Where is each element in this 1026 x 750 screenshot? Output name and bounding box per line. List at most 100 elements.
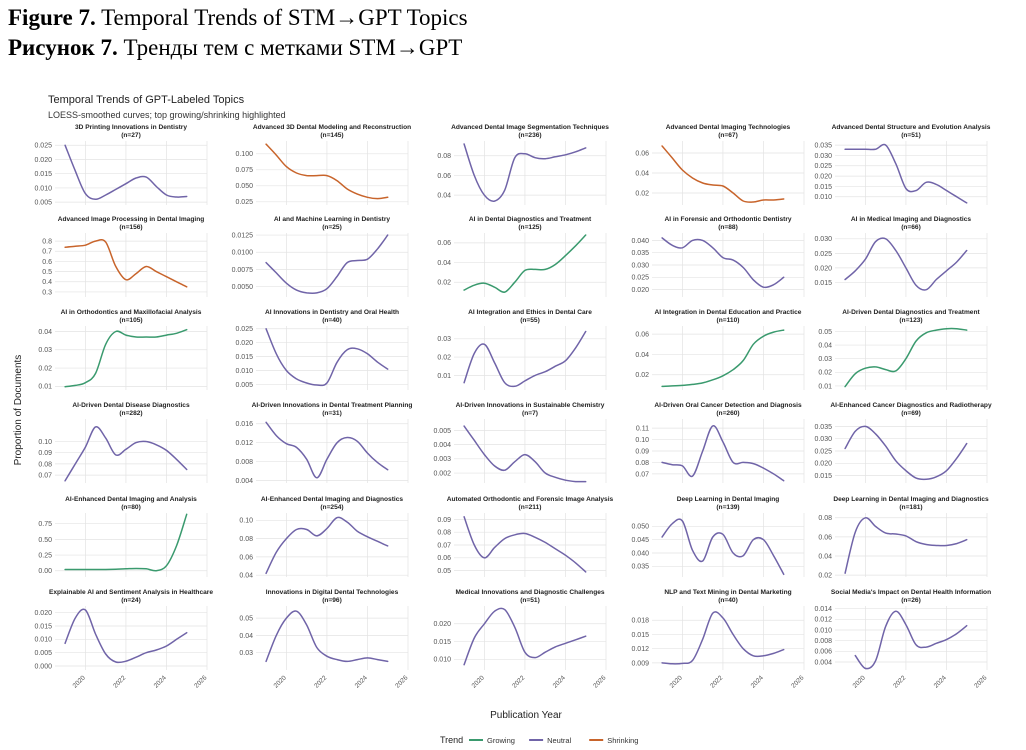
y-tick-label: 0.02 [818, 572, 832, 579]
panel: Social Media's Impact on Dental Health I… [814, 589, 991, 690]
panel: AI in Orthodontics and Maxillofacial Ana… [38, 309, 208, 391]
panel-title: AI-Driven Innovations in Sustainable Che… [456, 402, 605, 409]
panel-title: AI-Enhanced Dental Imaging and Analysis [65, 496, 197, 503]
y-tick-label: 0.075 [235, 167, 253, 174]
y-tick-label: 0.03 [38, 347, 52, 354]
panel-count: (n=27) [121, 132, 141, 139]
panel-title: Innovations in Digital Dental Technologi… [266, 589, 399, 596]
panel-count: (n=7) [522, 410, 538, 417]
panel-count: (n=211) [519, 504, 542, 511]
panel-title: Social Media's Impact on Dental Health I… [831, 589, 991, 596]
y-tick-label: 0.02 [635, 372, 649, 379]
panel-title: Advanced Dental Image Segmentation Techn… [451, 124, 609, 131]
y-tick-label: 0.002 [433, 470, 451, 477]
x-tick-label: 2022 [709, 674, 724, 689]
y-tick-label: 0.015 [235, 354, 253, 361]
chart-title: Temporal Trends of GPT-Labeled Topics [48, 94, 245, 106]
x-tick-label: 2026 [790, 674, 805, 689]
panel-title: AI in Forensic and Orthodontic Dentistry [664, 216, 791, 223]
series-line [64, 513, 188, 572]
panel-count: (n=110) [717, 317, 740, 324]
panel-title: AI-Driven Oral Cancer Detection and Diag… [654, 402, 802, 409]
series-line [64, 144, 188, 201]
y-tick-label: 0.50 [38, 537, 52, 544]
y-tick-label: 0.06 [818, 534, 832, 541]
y-tick-label: 0.04 [818, 553, 832, 560]
y-tick-label: 0.01 [38, 384, 52, 391]
figure-label-ru: Рисунок 7. [8, 35, 118, 60]
y-tick-label: 0.08 [38, 461, 52, 468]
x-tick-label: 2024 [552, 674, 567, 689]
y-tick-label: 0.035 [814, 143, 832, 150]
legend: Trend Growing Neutral Shrinking [440, 735, 638, 745]
panel-count: (n=25) [322, 224, 342, 231]
series-line [844, 237, 968, 291]
panel-count: (n=96) [322, 597, 342, 604]
y-tick-label: 0.015 [34, 171, 52, 178]
y-tick-label: 0.035 [814, 424, 832, 431]
y-tick-label: 0.018 [631, 618, 649, 625]
y-tick-label: 0.03 [818, 356, 832, 363]
x-tick-label: 2026 [394, 674, 409, 689]
y-tick-label: 0.025 [814, 163, 832, 170]
y-tick-label: 0.06 [239, 554, 253, 561]
y-tick-label: 0.10 [239, 518, 253, 525]
panel-count: (n=254) [320, 504, 343, 511]
y-tick-label: 0.07 [635, 471, 649, 478]
panel: Advanced Dental Imaging Technologies(n=6… [635, 124, 805, 205]
y-tick-label: 0.06 [635, 332, 649, 339]
y-tick-label: 0.04 [239, 633, 253, 640]
y-tick-label: 0.08 [635, 460, 649, 467]
series-line [661, 237, 785, 289]
panel-count: (n=181) [899, 504, 922, 511]
y-tick-label: 0.10 [38, 439, 52, 446]
y-tick-label: 0.004 [433, 442, 451, 449]
y-tick-label: 0.04 [38, 329, 52, 336]
series-line [265, 421, 389, 479]
series-line [463, 516, 587, 573]
y-tick-label: 0.020 [814, 265, 832, 272]
panel-count: (n=236) [518, 132, 541, 139]
y-tick-label: 0.01 [437, 373, 451, 380]
series-line [661, 518, 785, 576]
y-tick-label: 0.000 [34, 663, 52, 670]
panel: Deep Learning in Dental Imaging and Diag… [818, 496, 989, 579]
panel-title: Advanced Dental Structure and Evolution … [832, 124, 991, 131]
y-tick-label: 0.010 [34, 185, 52, 192]
panel: 3D Printing Innovations in Dentistry(n=2… [34, 124, 208, 207]
y-tick-label: 0.75 [38, 521, 52, 528]
panel: AI Integration in Dental Education and P… [635, 309, 805, 390]
panel: Explainable AI and Sentiment Analysis in… [34, 589, 213, 690]
figure-title: Figure 7. Temporal Trends of STM→GPT Top… [8, 6, 468, 29]
panel: AI-Driven Dental Diagnostics and Treatme… [818, 309, 988, 390]
x-tick-label: 2022 [892, 674, 907, 689]
y-tick-label: 0.01 [818, 383, 832, 390]
x-tick-label: 2024 [933, 674, 948, 689]
panel-title: Advanced 3D Dental Modeling and Reconstr… [253, 124, 411, 131]
y-tick-label: 0.003 [433, 456, 451, 463]
y-tick-label: 0.010 [814, 627, 832, 634]
panel-count: (n=125) [518, 224, 541, 231]
series-line [265, 328, 389, 387]
panel-count: (n=40) [718, 597, 738, 604]
panel-title: NLP and Text Mining in Dental Marketing [664, 589, 791, 596]
series-line [64, 328, 188, 388]
y-tick-label: 0.02 [437, 280, 451, 287]
y-tick-label: 0.0125 [232, 232, 254, 239]
panel: Advanced Dental Image Segmentation Techn… [437, 124, 609, 205]
panel-count: (n=88) [718, 224, 738, 231]
y-tick-label: 0.0050 [232, 284, 254, 291]
panel-title: Advanced Image Processing in Dental Imag… [58, 216, 205, 223]
y-tick-label: 0.020 [433, 621, 451, 628]
panel: AI-Enhanced Cancer Diagnostics and Radio… [814, 402, 992, 483]
panel-title: AI-Driven Dental Disease Diagnostics [72, 402, 190, 409]
y-tick-label: 0.015 [814, 473, 832, 480]
y-tick-label: 0.04 [239, 573, 253, 580]
legend-label: Growing [487, 736, 515, 745]
series-line [844, 517, 968, 574]
y-tick-label: 0.0100 [232, 250, 254, 257]
y-tick-label: 0.045 [631, 537, 649, 544]
panel: AI in Medical Imaging and Diagnostics(n=… [814, 216, 988, 297]
panel-count: (n=51) [520, 597, 540, 604]
y-tick-label: 0.10 [635, 437, 649, 444]
